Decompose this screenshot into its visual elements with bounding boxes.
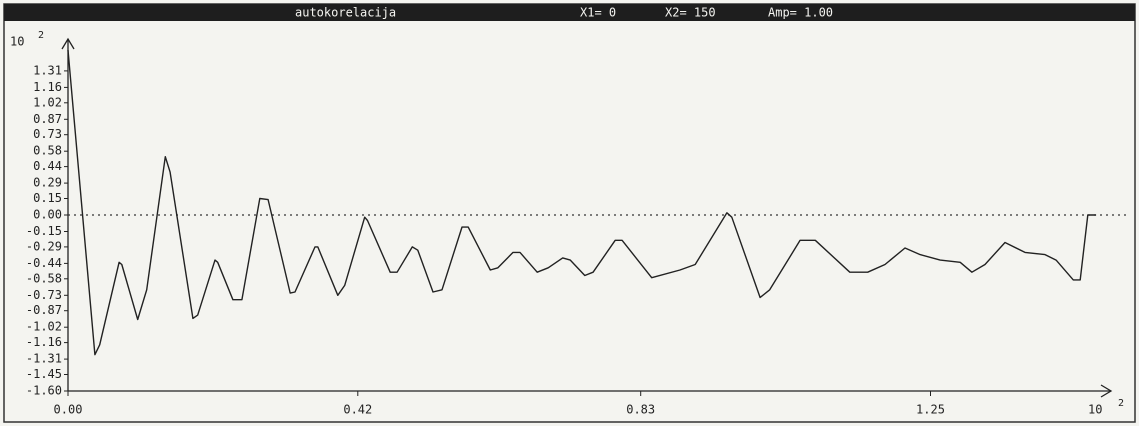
- y-tick-label: 0.00: [33, 208, 62, 222]
- title-bar-bg: [4, 4, 1135, 21]
- y-tick-label: 0.29: [33, 176, 62, 190]
- y-tick-label: -0.29: [26, 239, 62, 253]
- x-axis-arrow: [1100, 384, 1113, 398]
- title-bar-item: X1= 0: [580, 6, 616, 20]
- y-exponent-power: 2: [38, 30, 44, 41]
- y-tick-label: 0.87: [33, 112, 62, 126]
- y-tick-label: 0.73: [33, 127, 62, 141]
- y-tick-label: -1.31: [26, 352, 62, 366]
- y-exponent-base: 10: [10, 35, 24, 49]
- y-tick-label: 1.16: [33, 80, 62, 94]
- y-tick-label: -0.58: [26, 271, 62, 285]
- y-tick-label: 0.44: [33, 159, 62, 173]
- title-bar: autokorelacija X1= 0 X2= 150 Amp= 1.00: [4, 4, 1135, 21]
- x-exponent-power: 2: [1118, 398, 1124, 409]
- title-bar-item: Amp= 1.00: [768, 6, 833, 20]
- title-bar-item: X2= 150: [665, 6, 716, 20]
- x-exponent-base: 10: [1088, 403, 1102, 417]
- x-tick-label: 1.25: [916, 403, 945, 417]
- y-tick-label: -1.60: [26, 384, 62, 398]
- y-tick-label: 1.31: [33, 63, 62, 77]
- y-tick-label: -1.16: [26, 335, 62, 349]
- y-axis-arrow: [61, 37, 75, 50]
- y-tick-label: 0.15: [33, 191, 62, 205]
- y-tick-label: -0.15: [26, 224, 62, 238]
- x-tick-label: 0.83: [626, 403, 655, 417]
- y-tick-label: -1.02: [26, 320, 62, 334]
- y-tick-label: 0.58: [33, 144, 62, 158]
- x-tick-label: 0.42: [343, 403, 372, 417]
- x-tick-label: 0.00: [54, 403, 83, 417]
- data-line: [67, 49, 1097, 356]
- y-tick-label: -0.44: [26, 256, 62, 270]
- title: autokorelacija: [295, 6, 396, 20]
- y-tick-label: -0.73: [26, 288, 62, 302]
- y-tick-label: -1.45: [26, 367, 62, 381]
- y-tick-label: -0.87: [26, 303, 62, 317]
- y-tick-label: 1.02: [33, 95, 62, 109]
